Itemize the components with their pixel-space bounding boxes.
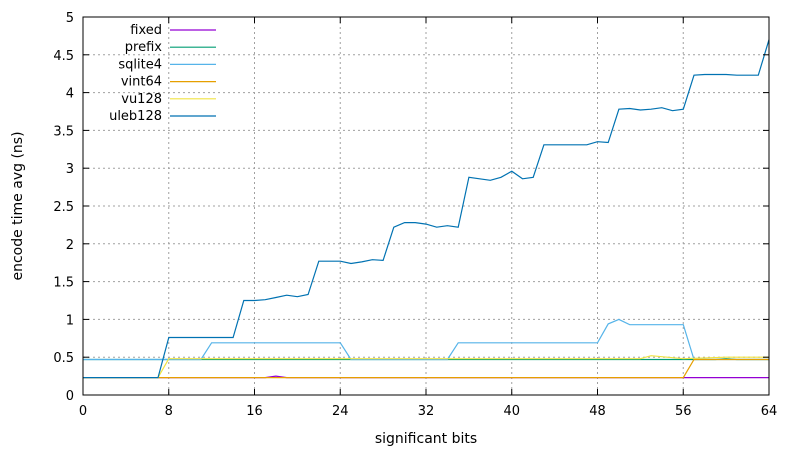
series-line-sqlite4	[83, 318, 769, 361]
series-layer	[83, 39, 770, 379]
y-axis-ticks: 0 0.5 1 1.5 2 2.5 3 3.5 4 4.5 5	[53, 11, 769, 404]
grid-lines	[83, 17, 769, 395]
x-tick-label: 24	[332, 404, 349, 419]
y-tick-label: 2	[66, 238, 74, 253]
x-tick-label: 56	[675, 404, 692, 419]
x-tick-label: 48	[589, 404, 606, 419]
legend-label-prefix: prefix	[125, 40, 162, 55]
y-tick-label: 4	[66, 87, 74, 102]
series-line-vu128	[83, 355, 769, 379]
y-tick-label: 1	[66, 313, 74, 328]
y-tick-label: 5	[66, 11, 74, 26]
legend-label-vu128: vu128	[121, 92, 162, 107]
x-axis-label: significant bits	[375, 431, 477, 447]
legend-label-sqlite4: sqlite4	[118, 57, 162, 72]
y-tick-label: 2.5	[53, 200, 74, 215]
y-tick-label: 3	[66, 162, 74, 177]
y-axis-label: encode time avg (ns)	[10, 131, 26, 280]
x-tick-label: 0	[79, 404, 87, 419]
x-axis-ticks: 0 8 16 24 32 40 48 56 64	[79, 17, 777, 419]
x-tick-label: 64	[761, 404, 778, 419]
legend: fixed prefix sqlite4 vint64 vu128 uleb128	[109, 23, 216, 124]
y-tick-label: 0	[66, 389, 74, 404]
x-tick-label: 8	[165, 404, 173, 419]
legend-label-vint64: vint64	[121, 75, 162, 90]
series-line-vint64	[83, 358, 769, 379]
x-tick-label: 40	[503, 404, 520, 419]
legend-label-fixed: fixed	[130, 23, 162, 38]
y-tick-label: 0.5	[53, 351, 74, 366]
x-tick-label: 32	[418, 404, 435, 419]
y-tick-label: 4.5	[53, 49, 74, 64]
y-tick-label: 1.5	[53, 276, 74, 291]
series-line-uleb128	[83, 39, 770, 379]
y-tick-label: 3.5	[53, 124, 74, 139]
x-tick-label: 16	[246, 404, 263, 419]
legend-label-uleb128: uleb128	[109, 109, 162, 124]
